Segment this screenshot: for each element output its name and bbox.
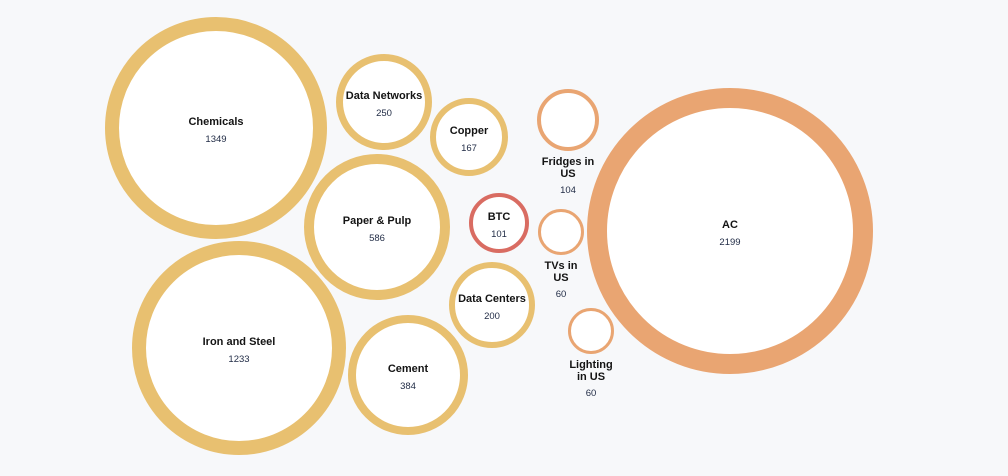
bubble-label-data-centers: Data Centers — [458, 293, 526, 305]
bubble-value-fridges-us: 104 — [560, 185, 576, 196]
bubble-copper: Copper 167 — [430, 98, 508, 176]
bubble-ring-fridges-us — [537, 89, 599, 151]
bubble-value-data-centers: 200 — [484, 311, 500, 322]
bubble-value-tvs-us: 60 — [556, 289, 567, 300]
bubble-lighting-us: Lighting in US 60 — [568, 308, 614, 399]
bubble-ring-iron-steel — [132, 241, 346, 455]
bubble-label-btc: BTC — [488, 211, 511, 223]
bubble-value-ac: 2199 — [719, 237, 740, 248]
bubble-label-chemicals: Chemicals — [188, 116, 243, 128]
bubble-ring-paper-pulp — [304, 154, 450, 300]
bubble-label-data-networks: Data Networks — [346, 90, 422, 102]
bubble-label-ac: AC — [722, 219, 738, 231]
bubble-ring-tvs-us — [538, 209, 584, 255]
bubble-ac: AC 2199 — [587, 88, 873, 374]
bubble-ring-chemicals — [105, 17, 327, 239]
bubble-value-paper-pulp: 586 — [369, 233, 385, 244]
bubble-label-copper: Copper — [450, 125, 489, 137]
bubbles-layer: Chemicals 1349 Data Networks 250 Copper 167 Pa… — [105, 17, 873, 455]
bubble-tvs-us: TVs in US 60 — [538, 209, 584, 300]
bubble-label-iron-steel: Iron and Steel — [203, 336, 276, 348]
bubble-value-lighting-us: 60 — [586, 388, 597, 399]
bubble-ring-data-networks — [336, 54, 432, 150]
bubble-ring-btc — [469, 193, 529, 253]
bubble-label-cement: Cement — [388, 363, 429, 375]
bubble-value-copper: 167 — [461, 143, 477, 154]
bubble-fridges-us: Fridges in US 104 — [537, 89, 599, 196]
bubble-ring-data-centers — [449, 262, 535, 348]
bubble-ring-cement — [348, 315, 468, 435]
bubble-iron-steel: Iron and Steel 1233 — [132, 241, 346, 455]
bubble-cement: Cement 384 — [348, 315, 468, 435]
bubble-paper-pulp: Paper & Pulp 586 — [304, 154, 450, 300]
bubble-value-iron-steel: 1233 — [228, 354, 249, 365]
bubble-btc: BTC 101 — [469, 193, 529, 253]
bubble-chemicals: Chemicals 1349 — [105, 17, 327, 239]
bubble-value-data-networks: 250 — [376, 108, 392, 119]
bubble-label-paper-pulp: Paper & Pulp — [343, 215, 412, 227]
bubble-ring-copper — [430, 98, 508, 176]
bubble-data-centers: Data Centers 200 — [449, 262, 535, 348]
bubble-ring-lighting-us — [568, 308, 614, 354]
bubble-label-tvs-us: TVs in US — [544, 260, 577, 284]
bubble-label-lighting-us: Lighting in US — [569, 359, 612, 383]
bubble-value-chemicals: 1349 — [205, 134, 226, 145]
bubble-value-btc: 101 — [491, 229, 507, 240]
bubble-ring-ac — [587, 88, 873, 374]
bubble-value-cement: 384 — [400, 381, 416, 392]
bubble-data-networks: Data Networks 250 — [336, 54, 432, 150]
bubble-label-fridges-us: Fridges in US — [542, 156, 595, 180]
